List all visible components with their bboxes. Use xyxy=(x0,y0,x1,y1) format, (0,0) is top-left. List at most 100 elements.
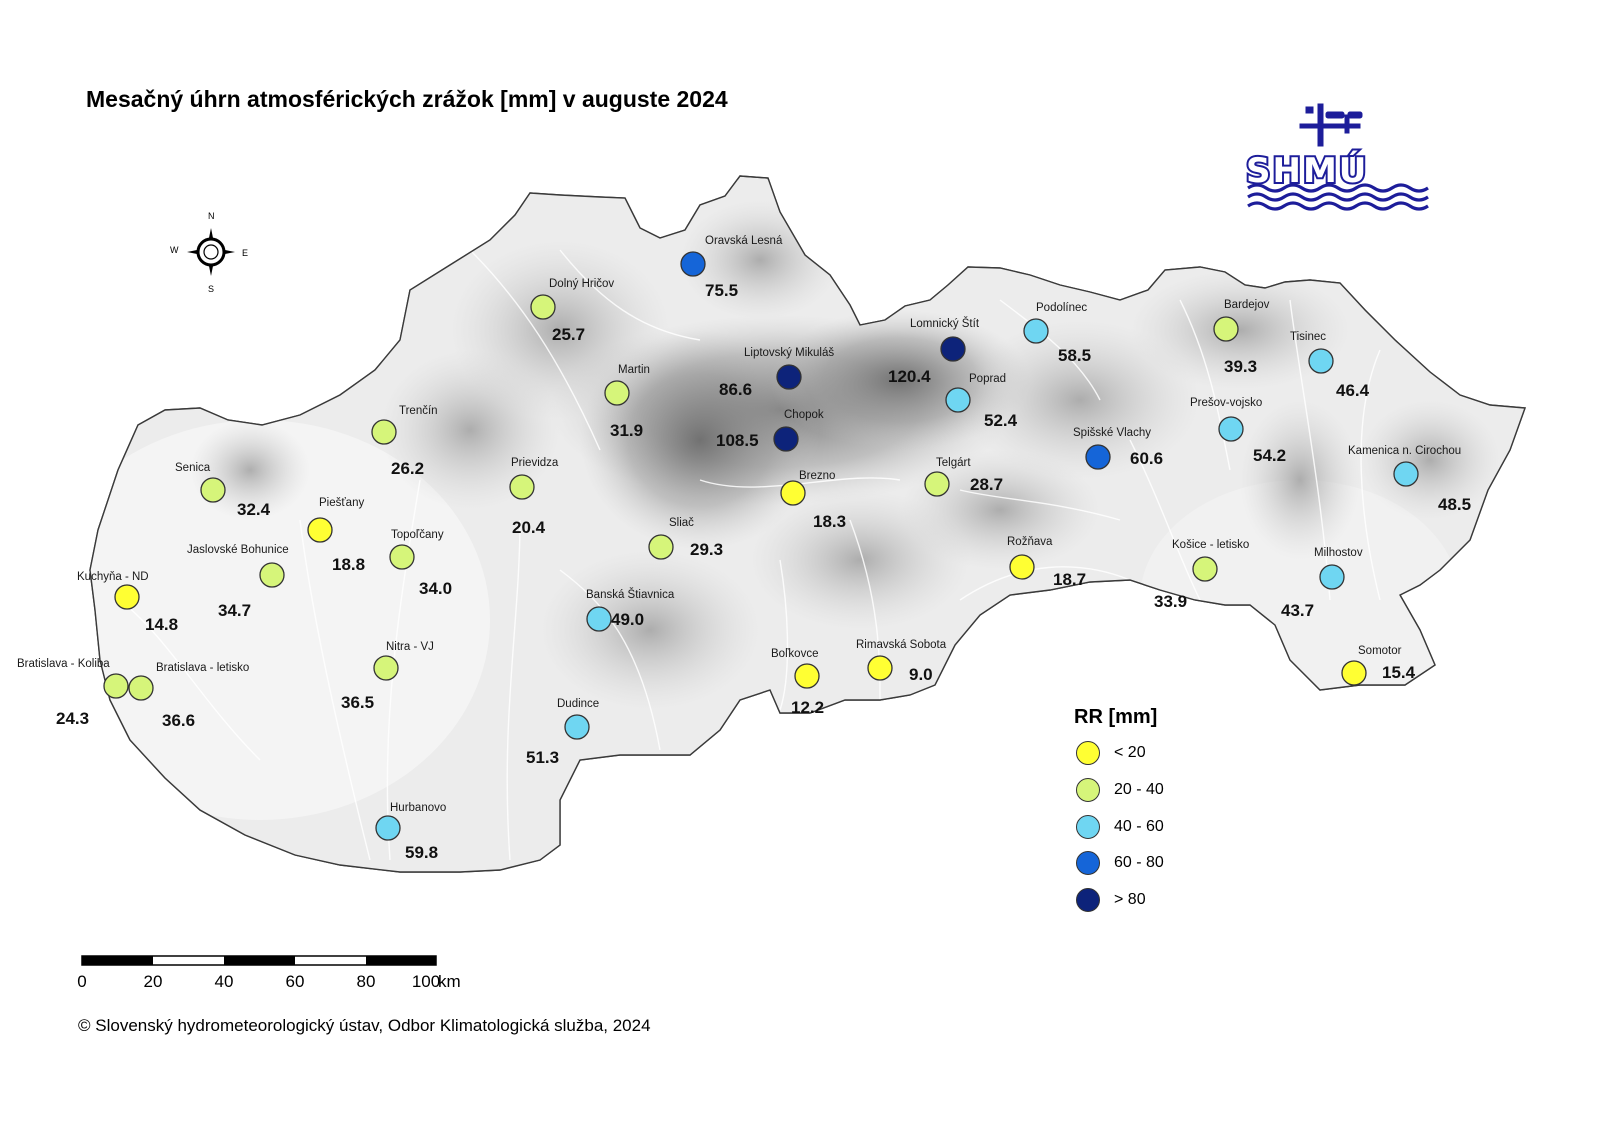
station-marker-group: Milhostov 43.7 xyxy=(1281,547,1363,620)
station-name: Senica xyxy=(175,462,211,474)
station-marker xyxy=(114,584,140,610)
station-value: 31.9 xyxy=(610,421,643,440)
station-name: Spišské Vlachy xyxy=(1073,427,1151,439)
station-value: 108.5 xyxy=(716,431,759,450)
station-marker-group: Trenčín 26.2 xyxy=(371,405,438,478)
compass-w: W xyxy=(170,245,179,255)
scale-tick-0: 0 xyxy=(77,972,87,991)
waves-icon xyxy=(1247,183,1429,211)
station-marker-group: Košice - letisko 33.9 xyxy=(1154,539,1249,611)
station-marker xyxy=(773,426,799,452)
compass-e: E xyxy=(242,248,248,258)
station-name: Trenčín xyxy=(399,405,438,417)
station-name: Prešov-vojsko xyxy=(1190,397,1262,409)
station-value: 18.3 xyxy=(813,512,846,531)
station-marker-group: Poprad 52.4 xyxy=(945,373,1018,430)
station-name: Somotor xyxy=(1358,645,1402,657)
station-name: Prievidza xyxy=(511,457,559,469)
station-value: 29.3 xyxy=(690,540,723,559)
station-marker xyxy=(867,655,893,681)
station-name: Tisinec xyxy=(1290,331,1326,343)
station-value: 120.4 xyxy=(888,367,931,386)
station-name: Rožňava xyxy=(1007,536,1053,548)
station-name: Boľkovce xyxy=(771,648,818,660)
station-marker xyxy=(564,714,590,740)
station-marker xyxy=(375,815,401,841)
station-marker xyxy=(1009,554,1035,580)
station-value: 60.6 xyxy=(1130,449,1163,468)
station-marker-group: Piešťany 18.8 xyxy=(307,497,365,574)
station-name: Brezno xyxy=(799,470,835,482)
station-marker xyxy=(259,562,285,588)
station-name: Lomnický Štít xyxy=(910,317,980,330)
station-value: 48.5 xyxy=(1438,495,1471,514)
legend-item-60-80: 60 - 80 xyxy=(1076,849,1164,877)
station-marker xyxy=(1192,556,1218,582)
station-marker xyxy=(776,364,802,390)
scale-bar xyxy=(81,955,437,966)
station-marker-group: Bardejov 39.3 xyxy=(1213,299,1270,376)
legend-swatch xyxy=(1076,741,1100,765)
station-marker-group: Kamenica n. Cirochou 48.5 xyxy=(1348,445,1471,514)
legend-item-lt20: < 20 xyxy=(1076,739,1146,767)
station-name: Hurbanovo xyxy=(390,802,446,814)
station-value: 18.7 xyxy=(1053,570,1086,589)
map-title: Mesačný úhrn atmosférických zrážok [mm] … xyxy=(86,86,728,112)
station-marker xyxy=(307,517,333,543)
station-marker xyxy=(648,534,674,560)
station-marker xyxy=(509,474,535,500)
country-territory xyxy=(89,175,1526,873)
station-marker xyxy=(586,606,612,632)
station-name: Oravská Lesná xyxy=(705,235,783,247)
legend-swatch xyxy=(1076,851,1100,875)
station-name: Nitra - VJ xyxy=(386,641,434,653)
legend-item-20-40: 20 - 40 xyxy=(1076,776,1164,804)
station-marker-group: Rimavská Sobota 9.0 xyxy=(856,639,947,684)
station-marker-group: Martin 31.9 xyxy=(604,364,650,440)
station-marker-group: Oravská Lesná 75.5 xyxy=(680,235,783,300)
legend-swatch xyxy=(1076,888,1100,912)
station-marker-group: Somotor 15.4 xyxy=(1341,645,1416,686)
station-marker xyxy=(1213,316,1239,342)
station-marker-group: Jaslovské Bohunice 34.7 xyxy=(187,544,289,620)
station-name: Sliač xyxy=(669,517,694,529)
station-value: 25.7 xyxy=(552,325,585,344)
scale-tick-40: 40 xyxy=(214,972,234,991)
station-name: Kamenica n. Cirochou xyxy=(1348,445,1461,457)
station-marker-group: Boľkovce 12.2 xyxy=(771,648,824,717)
station-name: Piešťany xyxy=(319,497,364,509)
station-value: 32.4 xyxy=(237,500,271,519)
station-value: 18.8 xyxy=(332,555,365,574)
station-value: 54.2 xyxy=(1253,446,1286,465)
station-marker-group: Tisinec 46.4 xyxy=(1290,331,1370,400)
station-marker-group: Lomnický Štít 120.4 xyxy=(888,317,980,386)
scale-tick-100: 100 xyxy=(411,972,441,991)
legend-label: 40 - 60 xyxy=(1114,818,1164,835)
station-value: 24.3 xyxy=(56,709,89,728)
station-value: 20.4 xyxy=(512,518,546,537)
legend-label: < 20 xyxy=(1114,744,1146,761)
station-marker xyxy=(200,477,226,503)
legend-label: 20 - 40 xyxy=(1114,781,1164,798)
scale-tick-80: 80 xyxy=(356,972,376,991)
scale-tick-20: 20 xyxy=(143,972,163,991)
station-value: 33.9 xyxy=(1154,592,1187,611)
station-marker-group: Liptovský Mikuláš 86.6 xyxy=(719,347,834,399)
station-value: 36.5 xyxy=(341,693,374,712)
station-marker-group: Telgárt 28.7 xyxy=(924,457,1003,497)
station-value: 75.5 xyxy=(705,281,738,300)
station-marker xyxy=(604,380,630,406)
station-value: 36.6 xyxy=(162,711,195,730)
legend-title: RR [mm] xyxy=(1074,706,1158,728)
station-marker xyxy=(128,675,154,701)
station-value: 86.6 xyxy=(719,380,752,399)
station-name: Banská Štiavnica xyxy=(586,588,675,601)
stations-layer: Oravská Lesná 75.5 Dolný Hričov 25.7 Martin 3… xyxy=(17,235,1471,862)
station-value: 58.5 xyxy=(1058,346,1091,365)
station-name: Dudince xyxy=(557,698,599,710)
station-marker-group: Spišské Vlachy 60.6 xyxy=(1073,427,1163,470)
station-marker xyxy=(1308,348,1334,374)
station-value: 34.7 xyxy=(218,601,251,620)
station-value: 46.4 xyxy=(1336,381,1370,400)
compass-rose: N S E W xyxy=(170,211,248,294)
